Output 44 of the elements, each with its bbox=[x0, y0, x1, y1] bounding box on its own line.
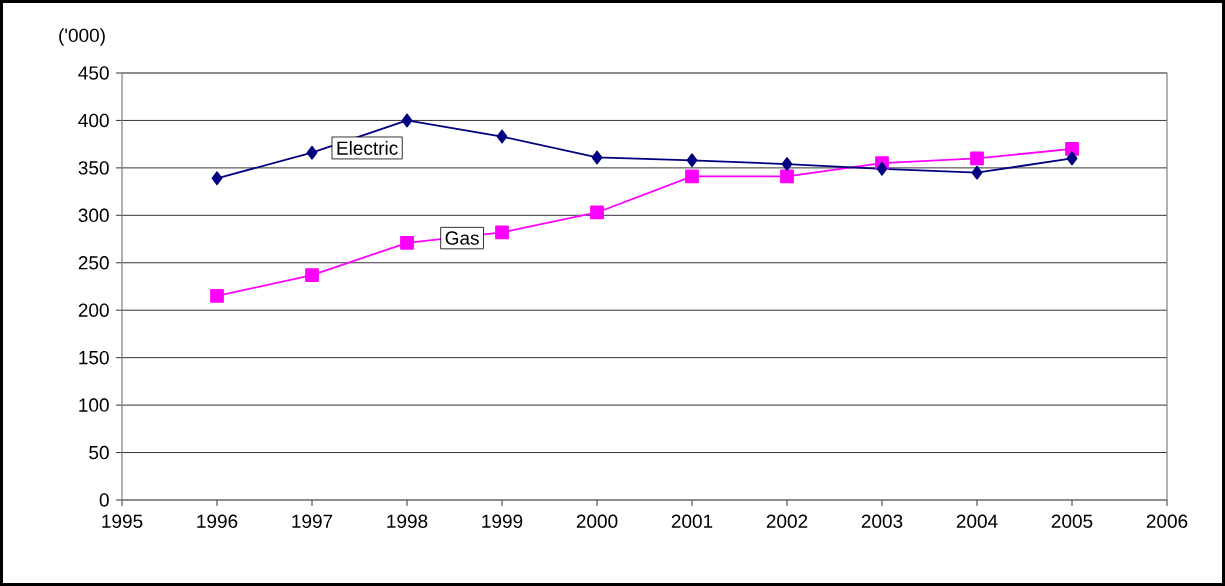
y-tick-label: 0 bbox=[99, 493, 109, 507]
point bbox=[780, 169, 794, 184]
y-tick-label: 200 bbox=[78, 303, 109, 317]
x-tick-label: 2003 bbox=[861, 514, 903, 528]
y-tick-label: 450 bbox=[78, 66, 109, 80]
x-tick-label: 2005 bbox=[1051, 514, 1093, 528]
y-tick-label: 100 bbox=[79, 398, 109, 412]
y-tick-label: 50 bbox=[89, 445, 109, 460]
point bbox=[496, 129, 508, 144]
point bbox=[781, 157, 793, 171]
point bbox=[210, 289, 224, 303]
y-tick-label: 150 bbox=[79, 350, 109, 365]
point bbox=[305, 268, 319, 282]
point bbox=[686, 153, 698, 168]
x-tick-label: 1999 bbox=[482, 514, 523, 528]
point bbox=[495, 225, 509, 240]
x-tick-label: 2004 bbox=[956, 514, 998, 528]
point bbox=[971, 165, 983, 180]
x-tick-label: 2000 bbox=[576, 514, 618, 528]
point bbox=[306, 145, 318, 160]
point bbox=[1066, 151, 1078, 166]
series-label: Electric bbox=[337, 140, 398, 155]
x-tick-label: 1997 bbox=[292, 514, 333, 528]
point bbox=[211, 171, 223, 186]
y-tick-label: 350 bbox=[78, 161, 109, 175]
x-tick-label: 1996 bbox=[197, 514, 238, 528]
point bbox=[876, 161, 888, 176]
x-tick-label: 2006 bbox=[1146, 514, 1188, 528]
point bbox=[685, 169, 699, 184]
y-tick-label: 250 bbox=[78, 256, 109, 270]
point bbox=[400, 235, 414, 250]
y-tick-label: 400 bbox=[78, 113, 109, 128]
x-tick-label: 2001 bbox=[671, 514, 713, 528]
point bbox=[590, 205, 604, 220]
series-label: Gas bbox=[445, 231, 479, 245]
x-tick-label: 1995 bbox=[102, 514, 143, 528]
x-tick-label: 2002 bbox=[766, 514, 808, 528]
point bbox=[1065, 142, 1079, 156]
point bbox=[591, 150, 603, 165]
point bbox=[970, 151, 984, 166]
x-tick-label: 1998 bbox=[387, 514, 428, 528]
y-tick-label: 300 bbox=[78, 208, 109, 223]
y-axis-title: ('000) bbox=[59, 28, 105, 46]
point bbox=[401, 113, 413, 128]
